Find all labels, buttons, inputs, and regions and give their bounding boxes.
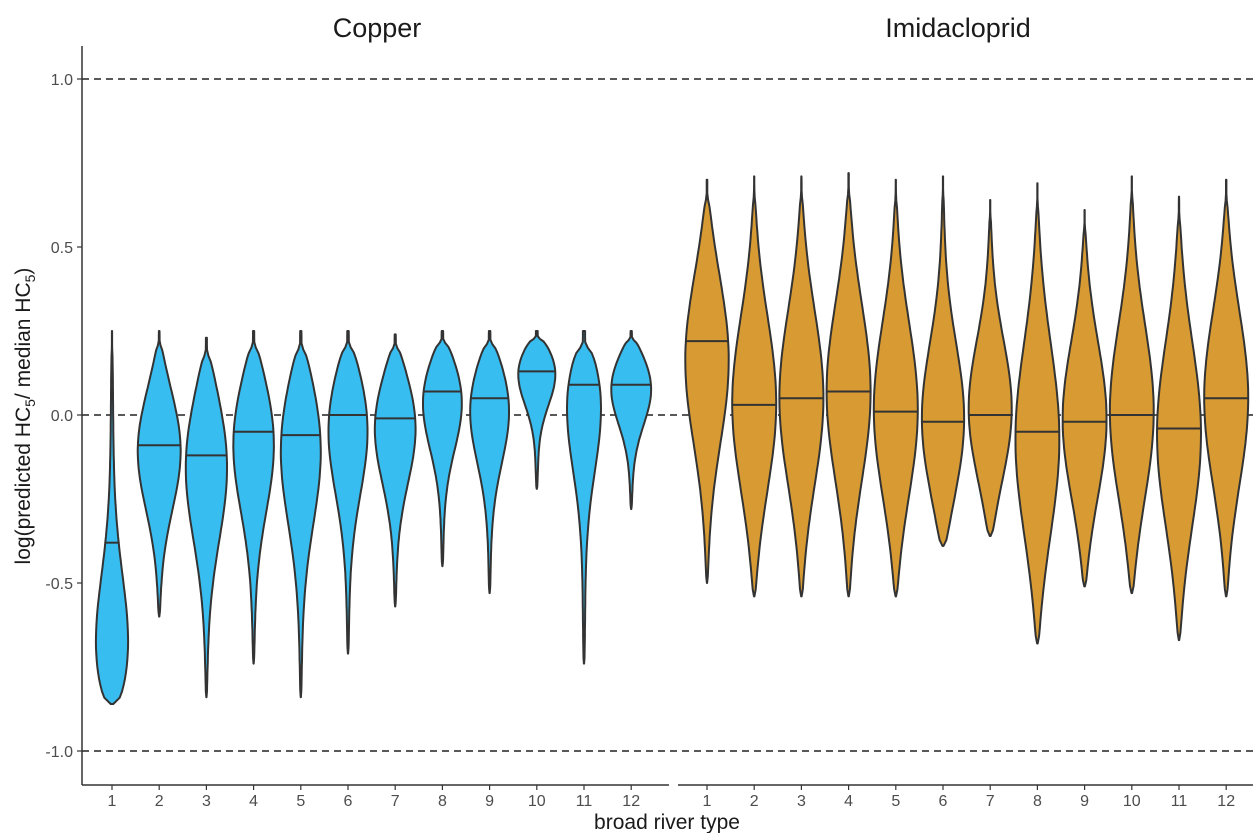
violin-shape (184, 336, 228, 699)
x-tick-label: 8 (1033, 793, 1042, 810)
violin-shape (872, 178, 919, 598)
y-axis-title-part1: log(predicted HC (12, 407, 35, 565)
y-tick-label: 0.5 (51, 240, 73, 257)
y-axis-title-sub2: 5 (22, 274, 38, 282)
y-axis-title: log(predicted HC5/ median HC5) (12, 268, 38, 565)
x-tick-label: 7 (391, 793, 400, 810)
violin-shape (422, 330, 463, 568)
violin-shape (232, 330, 275, 665)
x-tick-label: 1 (108, 793, 117, 810)
y-tick-label: 1.0 (51, 72, 73, 89)
violin-shape (778, 175, 825, 598)
violins (94, 172, 1250, 705)
x-tick-label: 12 (622, 793, 640, 810)
x-tick-label: 2 (155, 793, 164, 810)
x-tick-label: 2 (750, 793, 759, 810)
violin-shape (279, 330, 322, 699)
x-tick-label: 4 (844, 793, 853, 810)
y-tick-label: -0.5 (45, 576, 73, 593)
violin-shape (684, 178, 730, 584)
violin-shape (517, 330, 557, 490)
x-axis: 1 2 3 4 5 6 7 8 9 10 11 12 1 2 3 4 5 6 7 8 9 10 11 12 (82, 784, 1253, 810)
violin-shape (373, 333, 417, 608)
violin-shape (920, 175, 966, 547)
violin-shape (1203, 178, 1250, 598)
x-tick-label: 8 (438, 793, 447, 810)
violin-shape (1156, 195, 1202, 642)
y-axis-title-sub1: 5 (22, 399, 38, 407)
panel-title-imidacloprid: Imidacloprid (885, 13, 1031, 43)
x-tick-label: 3 (202, 793, 211, 810)
y-tick-label: -1.0 (45, 744, 73, 761)
violin-shape (327, 330, 369, 655)
x-tick-label: 3 (797, 793, 806, 810)
x-tick-label: 6 (344, 793, 353, 810)
violin-shape (731, 175, 778, 598)
violin-shape (825, 172, 872, 598)
violin-shape (1014, 182, 1061, 645)
violin-shape (94, 330, 130, 705)
x-axis-title: broad river type (594, 811, 740, 833)
y-axis-title-part3: ) (12, 268, 35, 275)
violin-shape (136, 330, 182, 618)
x-tick-label: 11 (1171, 793, 1188, 810)
x-tick-label: 5 (296, 793, 305, 810)
x-tick-label: 9 (1080, 793, 1089, 810)
x-tick-label: 11 (576, 793, 593, 810)
x-tick-label: 1 (703, 793, 712, 810)
violin-shape (967, 199, 1013, 537)
y-tick-label: 0.0 (51, 408, 73, 425)
violin-shape (610, 330, 653, 511)
violin-shape (469, 330, 510, 595)
y-axis: 1.0 0.5 0.0 -0.5 -1.0 (45, 46, 83, 785)
x-tick-label: 5 (891, 793, 900, 810)
x-tick-label: 10 (1123, 793, 1141, 810)
violin-shape (1061, 209, 1108, 588)
x-tick-label: 10 (528, 793, 546, 810)
x-tick-label: 4 (249, 793, 258, 810)
x-tick-label: 7 (986, 793, 995, 810)
panel-title-copper: Copper (333, 13, 422, 43)
y-axis-title-part2: / median HC (12, 282, 35, 399)
x-tick-label: 12 (1217, 793, 1235, 810)
x-tick-label: 9 (485, 793, 494, 810)
violin-shape (566, 330, 602, 665)
violin-shape (1108, 175, 1155, 595)
x-tick-label: 6 (939, 793, 948, 810)
